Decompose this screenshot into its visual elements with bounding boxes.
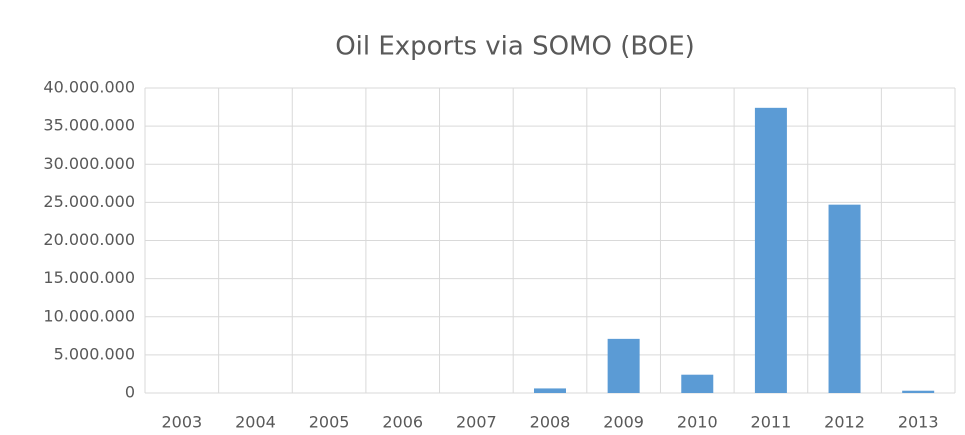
x-tick-label: 2003: [161, 413, 202, 432]
x-tick-label: 2013: [898, 413, 939, 432]
y-tick-label: 5.000.000: [54, 344, 135, 363]
x-tick-label: 2010: [677, 413, 718, 432]
bar: [902, 390, 935, 393]
x-tick-label: 2006: [382, 413, 423, 432]
bar: [754, 107, 787, 393]
bar: [534, 388, 566, 393]
y-tick-label: 35.000.000: [43, 116, 135, 135]
x-tick-label: 2011: [751, 413, 792, 432]
y-tick-label: 30.000.000: [43, 154, 135, 173]
x-tick-label: 2008: [530, 413, 571, 432]
x-tick-label: 2007: [456, 413, 497, 432]
y-tick-label: 25.000.000: [43, 192, 135, 211]
bar: [828, 204, 861, 393]
bar: [681, 374, 714, 393]
x-tick-label: 2012: [824, 413, 865, 432]
y-tick-label: 0: [125, 383, 135, 402]
chart-title: Oil Exports via SOMO (BOE): [335, 32, 695, 62]
y-tick-label: 40.000.000: [43, 78, 135, 97]
x-tick-label: 2005: [309, 413, 350, 432]
y-tick-label: 20.000.000: [43, 230, 135, 249]
bar: [607, 338, 640, 393]
y-tick-label: 10.000.000: [43, 306, 135, 325]
x-tick-label: 2004: [235, 413, 276, 432]
y-tick-label: 15.000.000: [43, 268, 135, 287]
x-tick-label: 2009: [603, 413, 644, 432]
